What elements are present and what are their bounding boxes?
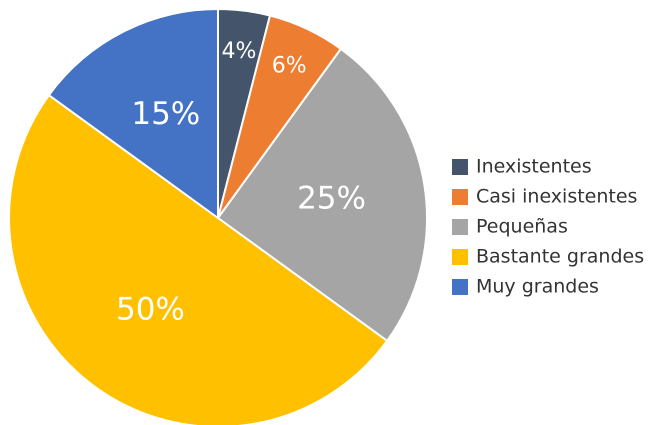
slice-label: 50% <box>116 291 185 327</box>
legend-swatch <box>452 159 468 175</box>
slice-label: 4% <box>222 39 257 64</box>
legend-label: Bastante grandes <box>476 246 644 268</box>
pie-slice <box>8 93 389 425</box>
legend-label: Pequeñas <box>476 216 568 238</box>
pie-slice <box>47 7 219 220</box>
legend-swatch <box>452 189 468 205</box>
slice-label: 15% <box>131 96 200 132</box>
legend-swatch <box>452 249 468 265</box>
slice-label: 25% <box>297 181 366 217</box>
legend-label: Muy grandes <box>476 276 599 298</box>
slice-label: 6% <box>272 54 307 79</box>
legend-swatch <box>452 219 468 235</box>
legend-label: Casi inexistentes <box>476 186 637 208</box>
legend-swatch <box>452 279 468 295</box>
pie-slice <box>216 47 428 343</box>
legend-label: Inexistentes <box>476 156 592 178</box>
